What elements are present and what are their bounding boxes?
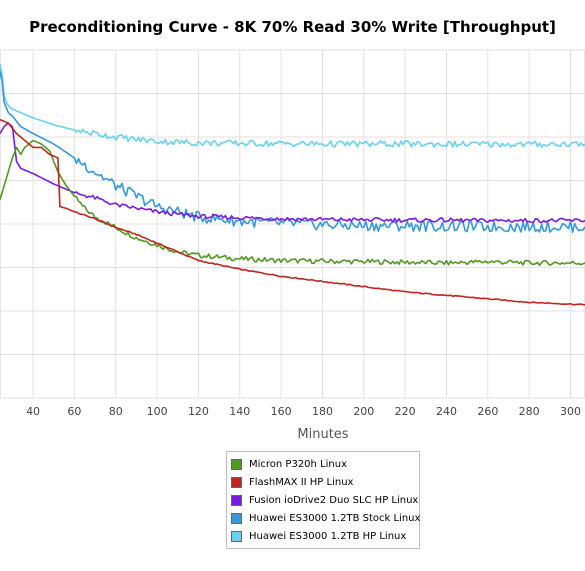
series-line-3 [0,70,585,233]
legend-label: Micron P320h Linux [249,458,348,470]
legend-swatch [231,530,242,542]
x-tick-label: 180 [312,405,333,418]
x-tick-label: 280 [519,405,540,418]
series-lines [0,63,585,306]
legend-item: Huawei ES3000 1.2TB HP Linux [227,527,419,545]
chart-title: Preconditioning Curve - 8K 70% Read 30% … [29,18,556,36]
legend-item: FlashMAX II HP Linux [227,473,419,491]
legend-swatch [231,512,242,524]
x-tick-label: 220 [395,405,416,418]
legend-swatch [231,476,242,488]
legend-label: FlashMAX II HP Linux [249,476,354,488]
x-tick-label: 140 [229,405,250,418]
x-tick-label: 120 [188,405,209,418]
x-tick-label: 160 [271,405,292,418]
x-tick-label: 60 [67,405,81,418]
series-line-2 [0,122,585,224]
x-tick-label: 100 [147,405,168,418]
legend-label: Huawei ES3000 1.2TB HP Linux [249,530,407,542]
legend-label: Huawei ES3000 1.2TB Stock Linux [249,512,421,524]
x-tick-label: 260 [477,405,498,418]
x-axis-label: Minutes [297,427,348,442]
legend-item: Micron P320h Linux [227,455,419,473]
x-tick-label: 300 [560,405,581,418]
legend: Micron P320h Linux FlashMAX II HP Linux Fu… [226,451,420,549]
legend-swatch [231,458,242,470]
x-tick-label: 200 [353,405,374,418]
x-tick-label: 80 [109,405,123,418]
legend-item: Fusion ioDrive2 Duo SLC HP Linux [227,491,419,509]
x-tick-labels: 40 60 80 100 120 140 160 180 200 220 240 260 280 300 [26,405,581,418]
legend-item: Huawei ES3000 1.2TB Stock Linux [227,509,421,527]
x-tick-label: 240 [436,405,457,418]
series-line-0 [0,139,585,267]
series-line-4 [0,63,585,148]
legend-swatch [231,494,242,506]
x-tick-label: 40 [26,405,40,418]
gridlines [0,49,585,399]
series-line-1 [0,118,585,306]
legend-label: Fusion ioDrive2 Duo SLC HP Linux [249,494,419,506]
